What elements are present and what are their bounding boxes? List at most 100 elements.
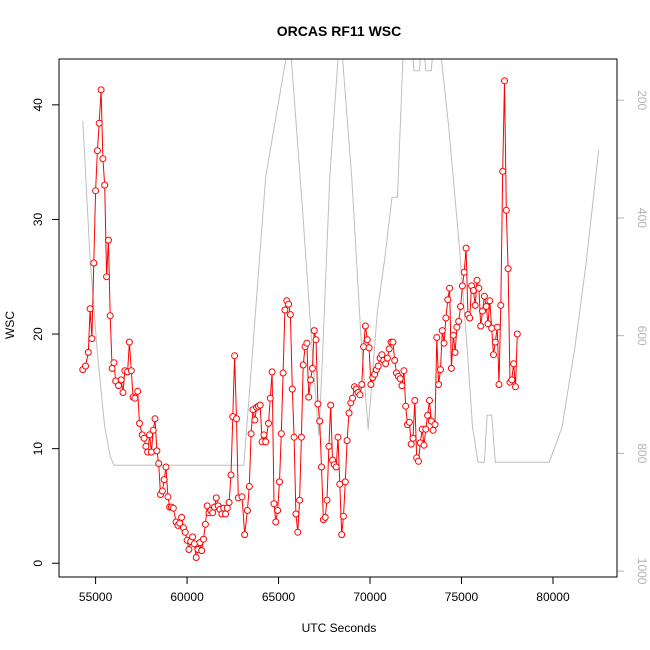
wsc-point: [272, 518, 280, 526]
wsc-point: [209, 509, 217, 517]
wsc-point: [147, 448, 155, 456]
x-tick-label: 55000: [79, 590, 113, 604]
wsc-point: [321, 513, 329, 521]
y-tick-label: 40: [31, 98, 45, 112]
wsc-point: [415, 457, 422, 465]
wsc-point: [243, 507, 251, 514]
wsc-point: [227, 471, 235, 479]
wsc-point: [125, 338, 133, 346]
wsc-point: [164, 493, 172, 501]
wsc-point: [233, 415, 240, 423]
wsc-point: [262, 438, 270, 446]
wsc-point: [442, 314, 450, 322]
wsc-point: [449, 331, 457, 339]
wsc-point: [119, 389, 127, 396]
wsc-point: [462, 244, 470, 252]
wsc-point: [318, 463, 325, 471]
wsc-point: [378, 351, 386, 359]
wsc-point: [316, 417, 324, 425]
wsc-point: [192, 554, 200, 561]
wsc-point: [345, 409, 353, 417]
wsc-point: [201, 520, 209, 528]
wsc-point: [142, 442, 150, 450]
wsc-point: [508, 376, 516, 384]
wsc-point: [136, 419, 143, 427]
wsc-point: [222, 510, 229, 518]
wsc-point: [327, 401, 335, 409]
wsc-point: [431, 421, 439, 429]
wsc-point: [198, 547, 206, 555]
y-tick-label: 30: [31, 212, 45, 226]
x-tick-label: 60000: [170, 590, 204, 604]
wsc-point: [266, 394, 274, 402]
wsc-point: [155, 460, 163, 467]
wsc-point: [92, 187, 100, 195]
wsc-point: [382, 360, 390, 368]
wsc-point: [473, 276, 481, 284]
y-tick-label: 20: [31, 327, 45, 341]
wsc-point: [471, 301, 479, 309]
wsc-point: [444, 296, 452, 304]
wsc-point: [134, 387, 142, 395]
wsc-point: [178, 513, 186, 521]
wsc-point: [95, 119, 103, 127]
wsc-point: [274, 507, 282, 514]
wsc-point: [332, 463, 340, 471]
wsc-point: [490, 351, 497, 359]
wsc-point: [169, 504, 177, 512]
wsc-point: [285, 300, 293, 308]
wsc-point: [292, 510, 300, 518]
x-tick-label: 65000: [262, 590, 296, 604]
wsc-point: [190, 540, 198, 548]
wsc-point: [256, 401, 264, 409]
wsc-point: [307, 376, 315, 384]
wsc-point: [325, 442, 333, 450]
x-tick-label: 70000: [353, 590, 387, 604]
wsc-point: [513, 330, 521, 338]
wsc-point: [400, 367, 408, 375]
wsc-point: [429, 426, 437, 434]
wsc-point: [512, 383, 519, 391]
wsc-point: [86, 305, 94, 313]
x-tick-label: 80000: [536, 590, 570, 604]
wsc-point: [97, 86, 105, 94]
wsc-point: [106, 312, 114, 320]
wsc-point: [88, 335, 96, 343]
wsc-point: [158, 487, 166, 495]
wsc-point: [453, 323, 461, 331]
wsc-point: [383, 354, 391, 362]
wsc-point: [502, 206, 510, 214]
y2-tick-label: 1000: [635, 558, 649, 585]
wsc-point: [389, 338, 397, 346]
wsc-point: [510, 360, 518, 368]
y2-tick-label: 600: [635, 326, 649, 346]
wsc-point: [314, 400, 322, 408]
wsc-point: [181, 528, 189, 536]
wsc-point: [290, 433, 298, 441]
wsc-point: [402, 402, 410, 410]
x-axis-label: UTC Seconds: [302, 621, 377, 635]
wsc-point: [149, 426, 157, 434]
wsc-point: [212, 494, 220, 502]
wsc-point: [270, 500, 278, 508]
wsc-point: [365, 344, 373, 352]
wsc-point: [279, 369, 287, 377]
wsc-point: [391, 356, 399, 364]
wsc-point: [281, 306, 289, 314]
wsc-point: [231, 352, 239, 360]
wsc-point: [338, 531, 346, 539]
wsc-point: [223, 504, 231, 512]
wsc-point: [484, 320, 492, 328]
secondary-series: [82, 58, 600, 466]
wsc-point: [488, 324, 496, 332]
wsc-point: [504, 265, 512, 273]
wsc-point: [108, 364, 116, 372]
wsc-point: [497, 301, 505, 309]
wsc-point: [103, 273, 111, 281]
plot-frame: [58, 58, 618, 578]
wsc-point: [396, 375, 404, 383]
wsc-point: [437, 366, 444, 374]
wsc-point: [294, 528, 302, 536]
wsc-point: [349, 394, 357, 402]
